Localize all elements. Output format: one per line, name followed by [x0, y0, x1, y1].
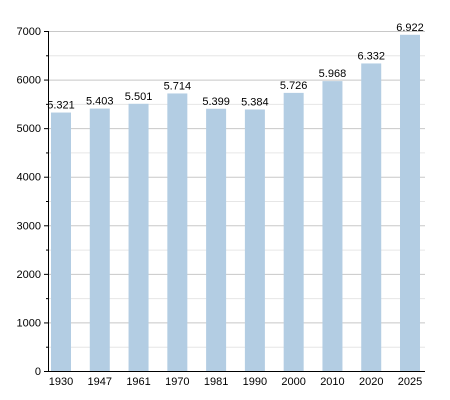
bars-layer [51, 34, 420, 372]
bar-2000 [283, 92, 304, 371]
data-label-1930: 5.321 [47, 100, 75, 112]
data-label-1981: 5.399 [202, 96, 230, 108]
x-tick-label-2000: 2000 [281, 376, 305, 388]
y-tick-label: 2000 [17, 269, 41, 281]
data-label-2020: 6.332 [357, 50, 385, 62]
x-tick-label-2020: 2020 [359, 376, 383, 388]
y-tick-label: 6000 [17, 75, 41, 87]
labels-layer: 0 1000 2000 3000 4000 5000 6000 7000 5.321 1930 5.… [17, 22, 424, 388]
axes-layer [44, 31, 425, 372]
bar-2020 [361, 63, 382, 372]
y-tick-label: 3000 [17, 220, 41, 232]
x-tick-label-1947: 1947 [88, 376, 112, 388]
bar-2025 [400, 34, 420, 371]
data-label-1970: 5.714 [164, 80, 192, 92]
x-tick-label-1970: 1970 [165, 376, 189, 388]
bar-1930 [51, 112, 71, 372]
bar-1990 [244, 109, 265, 372]
data-label-2010: 5.968 [319, 68, 347, 80]
data-label-1961: 5.501 [125, 91, 153, 103]
data-label-1990: 5.384 [241, 96, 269, 108]
data-label-1947: 5.403 [86, 96, 114, 108]
x-tick-label-2010: 2010 [320, 376, 344, 388]
x-tick-label-1990: 1990 [243, 376, 267, 388]
x-tick-label-1981: 1981 [204, 376, 228, 388]
x-tick-label-1930: 1930 [49, 376, 73, 388]
y-tick-label: 1000 [17, 317, 41, 329]
x-tick-label-1961: 1961 [126, 376, 150, 388]
bar-1981 [206, 108, 227, 372]
x-tick-label-2025: 2025 [398, 376, 422, 388]
data-label-2000: 5.726 [280, 80, 308, 92]
data-label-2025: 6.922 [396, 22, 424, 34]
y-tick-label: 7000 [17, 26, 41, 38]
bar-1947 [89, 108, 110, 371]
bar-1970 [167, 93, 188, 371]
bar-2010 [322, 81, 343, 371]
bar-1961 [128, 103, 149, 372]
y-tick-label: 4000 [17, 172, 41, 184]
y-tick-label: 0 [35, 366, 41, 378]
y-tick-label: 5000 [17, 123, 41, 135]
